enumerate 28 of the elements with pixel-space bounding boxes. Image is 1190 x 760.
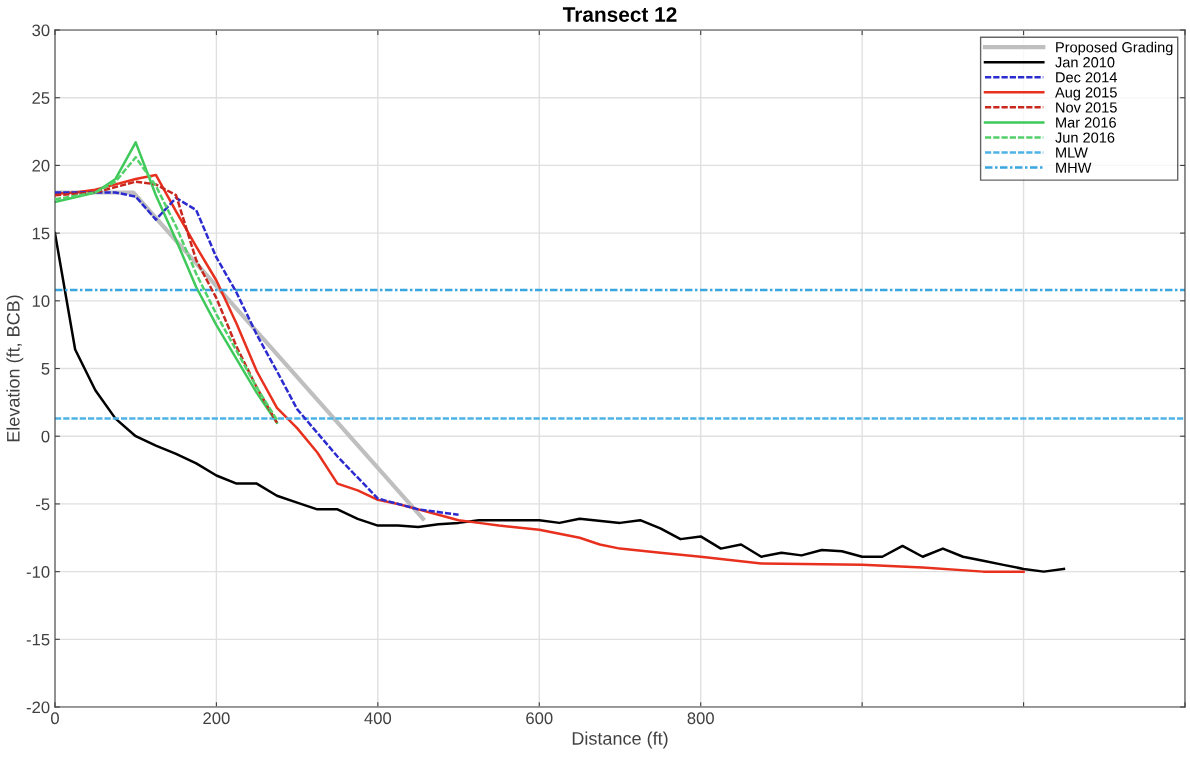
legend-label: MLW — [1056, 147, 1088, 158]
y-tick-label: 25 — [32, 92, 50, 104]
legend-label: Dec 2014 — [1056, 72, 1117, 83]
x-tick-label: 200 — [203, 712, 230, 725]
x-tick-label: 400 — [364, 712, 392, 725]
legend-label: Nov 2015 — [1056, 102, 1117, 113]
y-axis-title: Elevation (ft, BCB) — [6, 295, 24, 442]
y-tick-label: 0 — [41, 430, 50, 443]
legend-label: Jan 2010 — [1055, 57, 1115, 68]
x-tick-label: 600 — [526, 712, 553, 725]
legend-label: Jun 2016 — [1055, 132, 1115, 143]
x-tick-label: 0 — [50, 712, 59, 725]
y-tick-label: -5 — [36, 498, 50, 511]
x-tick-label: 800 — [687, 712, 714, 725]
y-tick-label: 15 — [32, 227, 50, 240]
legend-label: Aug 2015 — [1055, 87, 1117, 101]
y-tick-label: 20 — [32, 159, 50, 172]
legend-label: Proposed Grading — [1056, 41, 1173, 56]
y-tick-label: 10 — [32, 295, 50, 308]
y-tick-label: 5 — [41, 363, 50, 375]
x-axis-title: Distance (ft) — [572, 731, 668, 749]
chart-title: Transect 12 — [562, 7, 677, 22]
y-tick-label: -10 — [26, 566, 50, 578]
y-tick-label: -20 — [26, 701, 50, 714]
legend-label: Mar 2016 — [1056, 117, 1116, 128]
y-tick-label: 30 — [32, 24, 50, 37]
legend-label: MHW — [1056, 162, 1092, 173]
y-tick-label: -15 — [26, 633, 50, 646]
